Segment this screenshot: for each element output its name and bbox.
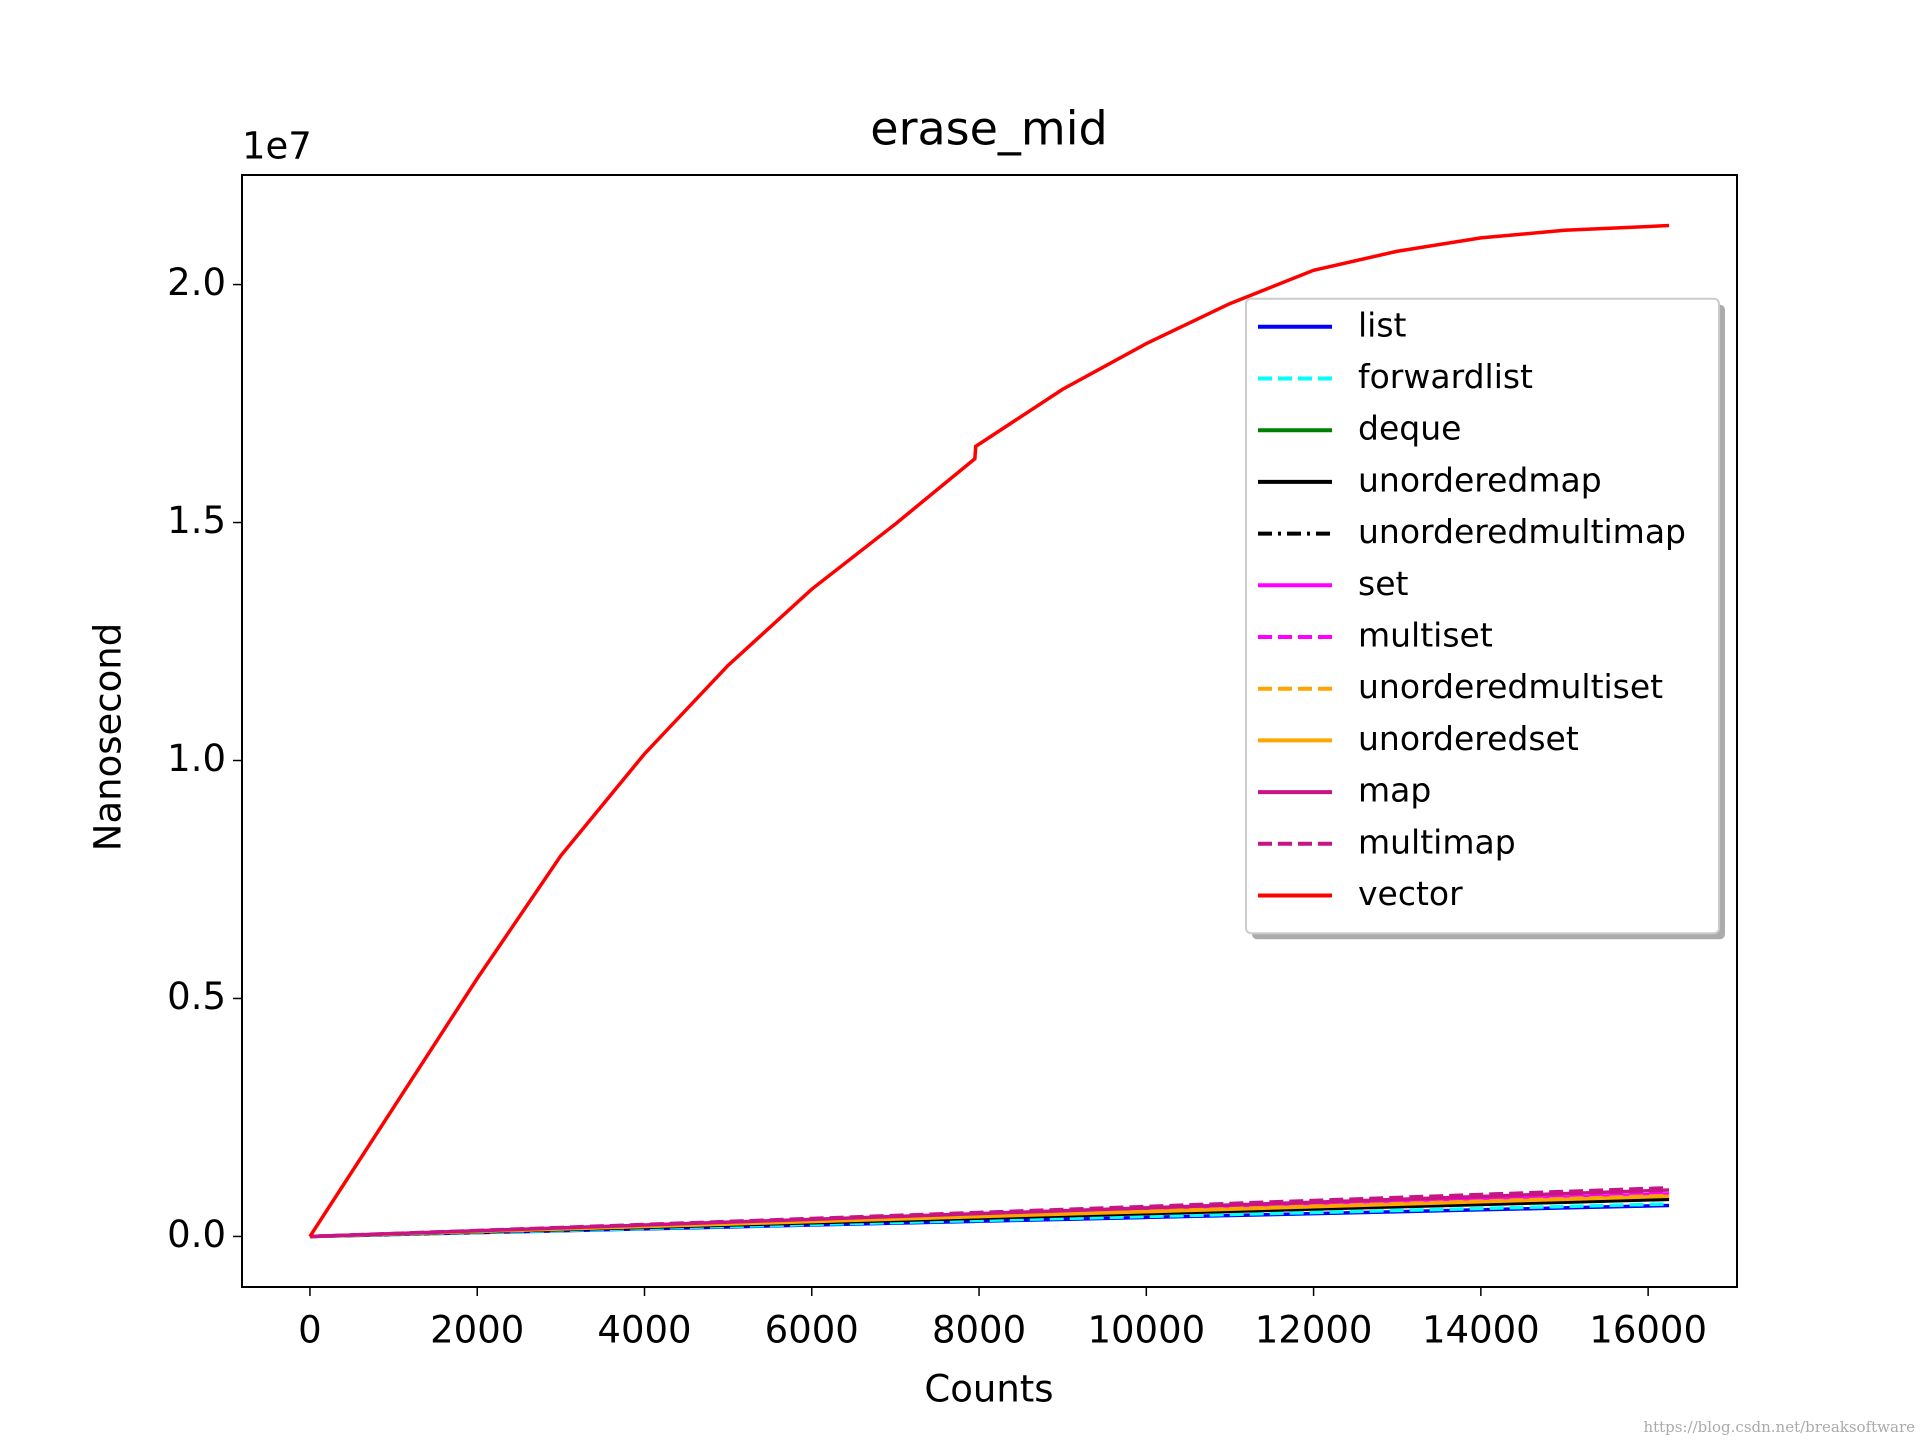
x-tick-label: 0 [298,1309,322,1352]
legend-label: multimap [1358,822,1516,861]
legend-label: vector [1358,874,1463,913]
x-tick-label: 2000 [430,1309,524,1352]
legend-label: set [1358,564,1408,603]
y-tick-label: 1.5 [167,499,226,542]
legend-label: list [1358,305,1407,344]
y-axis-label: Nanosecond [87,623,130,851]
y-tick-label: 2.0 [167,261,226,304]
x-tick-label: 12000 [1255,1309,1373,1352]
x-axis-label: Counts [924,1368,1053,1411]
y-offset-label: 1e7 [242,125,312,168]
plot-frame [241,174,1738,1288]
series-line [309,1202,1670,1239]
x-tick-label: 4000 [597,1309,691,1352]
legend-label: unorderedmultiset [1358,667,1663,706]
y-tick-label: 0.5 [167,975,226,1018]
legend-label: unorderedmultimap [1358,512,1686,551]
series-line [309,1185,1670,1239]
x-tick-label: 6000 [765,1309,859,1352]
x-tick-label: 16000 [1589,1309,1707,1352]
x-tick-label: 14000 [1422,1309,1540,1352]
series-line [308,223,1670,1238]
legend-box [1245,297,1720,935]
legend-label: map [1358,771,1431,810]
legend-label: multiset [1358,616,1493,655]
legend-label: unorderedmap [1358,460,1602,499]
legend-label: forwardlist [1358,357,1533,396]
y-tick-label: 1.0 [167,737,226,780]
watermark: https://blog.csdn.net/breaksoftware [1643,1418,1915,1436]
y-tick-label: 0.0 [167,1213,226,1256]
x-tick-label: 8000 [932,1309,1026,1352]
legend-label: unorderedset [1358,719,1579,758]
legend-label: deque [1358,409,1461,448]
x-tick-label: 10000 [1087,1309,1205,1352]
chart-title: erase_mid [870,102,1107,156]
